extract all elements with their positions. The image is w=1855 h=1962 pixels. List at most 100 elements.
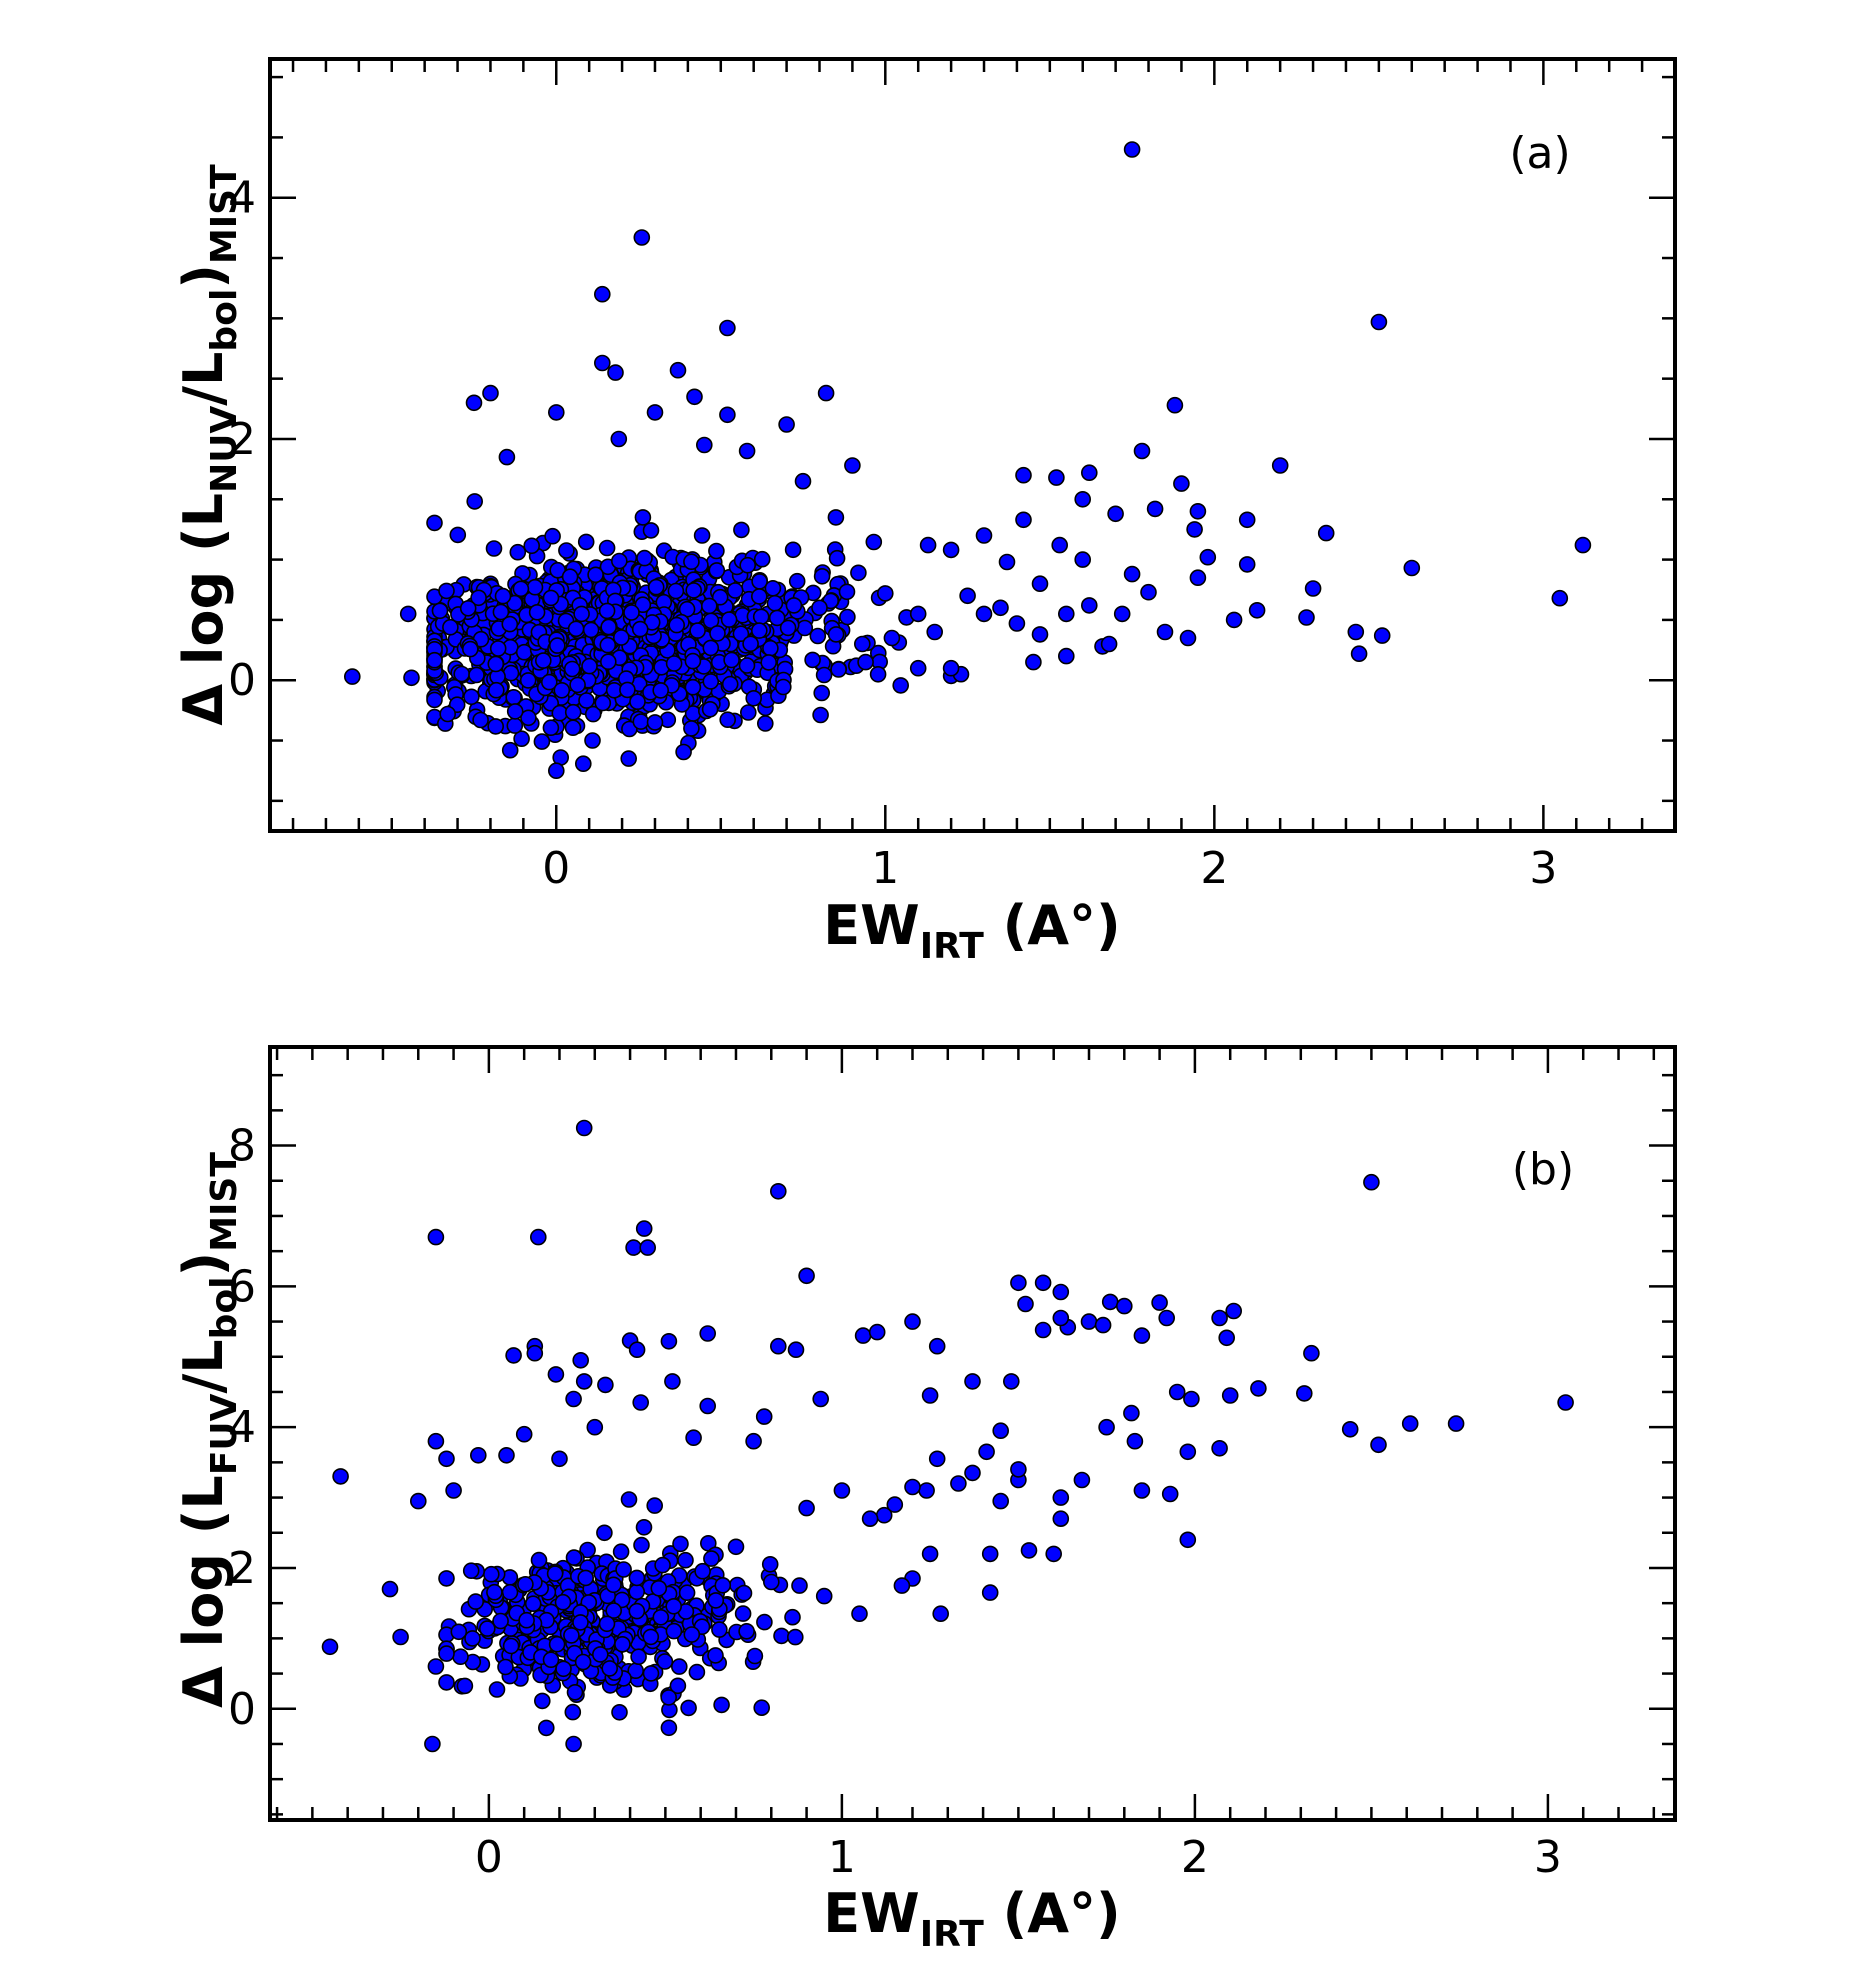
data-point	[942, 541, 960, 559]
plot-frame-a	[268, 57, 1677, 833]
data-point	[753, 550, 771, 568]
data-point	[506, 703, 524, 720]
data-point	[612, 629, 630, 646]
data-point	[1370, 1436, 1387, 1454]
data-point	[964, 1464, 981, 1482]
data-point	[505, 688, 523, 706]
data-point	[796, 619, 814, 637]
data-point	[442, 618, 459, 636]
data-point	[677, 1551, 694, 1569]
data-point	[551, 1450, 568, 1468]
data-point	[533, 733, 551, 750]
data-point	[1447, 1415, 1465, 1432]
data-point	[813, 684, 831, 702]
data-point	[733, 521, 750, 539]
data-point	[713, 1696, 730, 1714]
data-point	[703, 1550, 720, 1567]
data-point	[1189, 569, 1207, 587]
data-point	[636, 549, 653, 567]
data-point	[501, 615, 519, 633]
data-point	[519, 672, 537, 689]
data-point	[1271, 457, 1289, 474]
data-point	[438, 1450, 455, 1468]
data-point	[462, 1562, 480, 1579]
data-point	[524, 1595, 542, 1612]
data-point	[1010, 1274, 1027, 1292]
data-point	[601, 1660, 619, 1677]
data-point	[798, 1499, 815, 1517]
data-point	[1179, 1443, 1197, 1461]
data-point	[449, 526, 467, 544]
data-point	[844, 457, 861, 474]
data-point	[1031, 626, 1049, 643]
data-point	[498, 448, 516, 466]
data-point	[756, 715, 774, 732]
data-point	[1025, 653, 1042, 671]
y-tick-label: 8	[228, 1121, 256, 1172]
data-point	[1341, 1421, 1359, 1438]
data-point	[424, 1735, 441, 1753]
data-point	[1298, 609, 1315, 626]
data-point	[794, 472, 812, 490]
data-point	[992, 1422, 1010, 1439]
data-point	[569, 676, 586, 694]
data-point	[427, 1432, 445, 1450]
data-point	[548, 1635, 566, 1653]
data-point	[530, 1551, 548, 1569]
data-point	[1015, 511, 1032, 529]
data-point	[992, 1492, 1010, 1510]
data-point	[438, 1570, 455, 1587]
data-point	[909, 659, 927, 677]
data-point	[732, 625, 750, 643]
data-point	[593, 354, 611, 372]
data-point	[711, 1621, 728, 1638]
data-point	[652, 682, 670, 699]
data-point	[669, 361, 687, 379]
x-tick-label: 1	[828, 1832, 856, 1883]
data-point	[498, 1447, 515, 1464]
data-point	[854, 1327, 872, 1344]
data-point	[959, 587, 976, 605]
data-point	[950, 1475, 967, 1492]
data-point	[554, 1593, 572, 1611]
data-point	[1296, 1385, 1313, 1402]
data-point	[699, 1325, 717, 1342]
data-point	[563, 660, 581, 678]
data-point	[1370, 313, 1388, 331]
data-point	[684, 652, 702, 670]
data-point	[708, 562, 726, 579]
data-point	[635, 1519, 653, 1536]
data-point	[702, 639, 720, 657]
data-point	[727, 1538, 745, 1556]
data-point	[1017, 1295, 1034, 1313]
data-point	[591, 1646, 609, 1663]
data-point	[485, 540, 503, 557]
data-point	[468, 666, 485, 684]
data-point	[762, 1573, 780, 1591]
data-point	[573, 605, 590, 623]
data-point	[614, 1636, 631, 1653]
data-point	[1010, 1461, 1027, 1478]
data-point	[642, 522, 660, 539]
data-point	[1168, 1383, 1186, 1401]
data-point	[975, 527, 993, 544]
data-point	[1123, 1404, 1140, 1422]
data-point	[738, 657, 756, 674]
data-point	[494, 587, 512, 605]
data-point	[693, 527, 711, 544]
data-point	[632, 1394, 650, 1411]
data-point	[463, 688, 480, 706]
data-point	[612, 1543, 630, 1560]
data-point	[827, 626, 845, 643]
data-point	[1238, 511, 1256, 529]
data-point	[438, 1645, 455, 1662]
data-point	[343, 668, 361, 685]
scatter-points-a	[343, 141, 1592, 780]
data-point	[628, 1583, 646, 1601]
data-point	[582, 621, 600, 639]
data-point	[752, 608, 770, 626]
data-point	[642, 1665, 660, 1682]
data-point	[517, 1576, 534, 1593]
data-point	[563, 1627, 580, 1644]
data-point	[584, 732, 601, 749]
